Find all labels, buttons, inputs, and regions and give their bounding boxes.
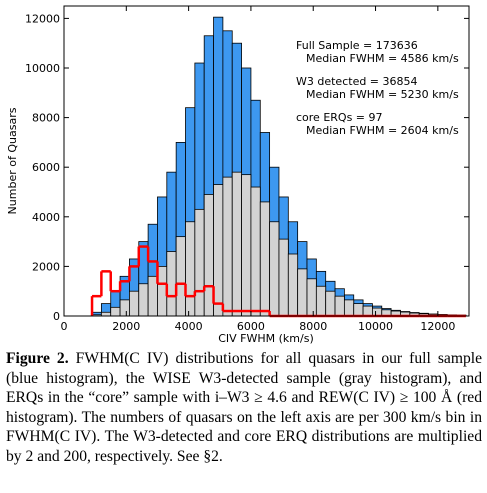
y-tick-label: 12000 (25, 12, 60, 25)
caption-label: Figure 2. (6, 350, 69, 367)
chart: CIV FWHM (km/s) Number of Quasars 0 2000 4… (6, 5, 470, 345)
bar (222, 176, 233, 317)
bar (231, 171, 242, 317)
bar (166, 251, 177, 317)
bar (306, 278, 317, 317)
bar (287, 253, 299, 317)
x-tick-label: 2000 (112, 320, 140, 333)
bar (362, 305, 373, 317)
bar (100, 311, 112, 317)
y-tick-label: 6000 (32, 161, 60, 174)
x-tick-label: 12000 (420, 320, 455, 333)
bar (343, 299, 355, 317)
x-tick-label: 8000 (299, 320, 327, 333)
bar (334, 295, 345, 317)
y-tick-label: 8000 (32, 112, 60, 125)
x-tick-label: 0 (61, 320, 68, 333)
bar (203, 194, 214, 317)
x-tick-label: 6000 (237, 320, 265, 333)
bar (269, 221, 280, 317)
bar (250, 186, 261, 317)
bar (129, 290, 140, 317)
bar (138, 283, 149, 317)
x-axis-label: CIV FWHM (km/s) (218, 332, 314, 345)
y-tick-label: 2000 (32, 260, 60, 273)
bar (325, 290, 336, 317)
bar (241, 174, 252, 317)
y-axis-label: Number of Quasars (6, 107, 19, 214)
bar (157, 265, 168, 317)
plot-frame (63, 5, 470, 317)
bar (353, 303, 364, 317)
bar (147, 275, 158, 317)
annotation: Median FWHM = 2604 km/s (306, 124, 459, 137)
annotation: core ERQs = 97 (296, 111, 383, 124)
annotation: Median FWHM = 4586 km/s (306, 52, 459, 65)
bar (278, 238, 289, 317)
bar (185, 221, 196, 317)
annotation: Full Sample = 173636 (296, 39, 418, 52)
bar (175, 236, 186, 317)
annotation: W3 detected = 36854 (296, 75, 418, 88)
y-tick-label: 10000 (25, 62, 60, 75)
x-tick-label: 10000 (358, 320, 393, 333)
bar (119, 299, 130, 317)
caption-text: FWHM(C IV) distributions for all quasars… (6, 350, 482, 465)
bar (259, 201, 271, 317)
bar (213, 184, 224, 317)
bar (110, 306, 121, 317)
y-tick-label: 0 (53, 310, 60, 323)
bar (194, 208, 205, 317)
bar (315, 285, 327, 317)
caption: Figure 2. FWHM(C IV) distributions for a… (6, 349, 482, 467)
y-tick-label: 4000 (32, 211, 60, 224)
x-tick-label: 4000 (175, 320, 203, 333)
annotation: Median FWHM = 5230 km/s (306, 88, 459, 101)
bar (297, 268, 308, 317)
